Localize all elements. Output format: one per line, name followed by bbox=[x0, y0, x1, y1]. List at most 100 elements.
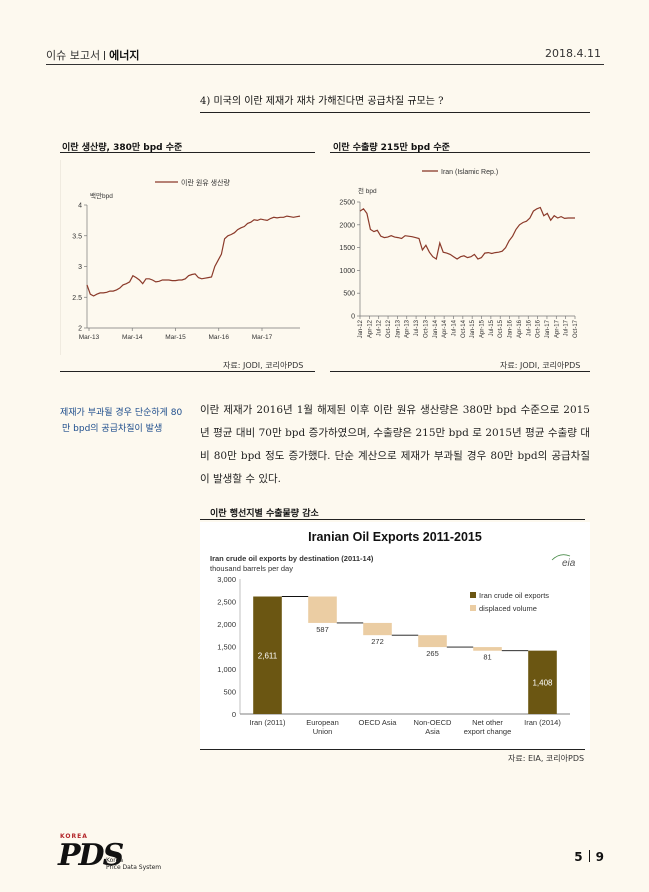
waterfall-category-label: Net other bbox=[472, 718, 503, 727]
waterfall-section-title: 이란 행선지별 수출물량 감소 bbox=[210, 509, 319, 519]
exports-y-tick-label: 500 bbox=[343, 291, 355, 298]
exports-x-tick-label: Jan-12 bbox=[358, 319, 364, 338]
production-chart-title: 이란 생산량, 380만 bpd 수준 bbox=[62, 143, 183, 153]
waterfall-chart: Iranian Oil Exports 2011-2015 Iran crude… bbox=[200, 522, 590, 750]
waterfall-bar-label: 265 bbox=[426, 649, 439, 658]
waterfall-legend-swatch-displaced bbox=[470, 605, 476, 611]
waterfall-category-label: export change bbox=[464, 727, 512, 736]
page-total: 9 bbox=[595, 850, 604, 864]
production-x-tick-label: Mar-14 bbox=[122, 334, 143, 341]
exports-x-tick-label: Jan-13 bbox=[395, 319, 401, 338]
exports-x-tick-label: Oct-15 bbox=[498, 319, 504, 338]
exports-chart-title: 이란 수출량 215만 bpd 수준 bbox=[333, 143, 450, 153]
waterfall-y-tick-label: 3,000 bbox=[217, 575, 236, 584]
sidebar-note-line: 제재가 부과될 경우 단순하게 80 bbox=[60, 408, 183, 418]
logo-korea-text: KOREA bbox=[60, 833, 88, 840]
eia-logo-mark bbox=[551, 554, 571, 561]
waterfall-chart-subtitle: Iran crude oil exports by destination (2… bbox=[210, 554, 374, 563]
report-date: 2018.4.11 bbox=[545, 47, 601, 60]
waterfall-category-label: Iran (2014) bbox=[524, 718, 561, 727]
production-x-tick-label: Mar-16 bbox=[208, 334, 229, 341]
waterfall-category-label: Non-OECD bbox=[414, 718, 453, 727]
waterfall-category-label: Iran (2011) bbox=[249, 718, 286, 727]
waterfall-chart-title: Iranian Oil Exports 2011-2015 bbox=[308, 530, 482, 544]
header-rule bbox=[46, 64, 604, 65]
waterfall-category-label: Union bbox=[313, 727, 333, 736]
exports-series-line bbox=[359, 206, 575, 260]
waterfall-legend-swatch-exports bbox=[470, 592, 476, 598]
production-line-chart: 이란 원유 생산량 백만bpd 2 2.5 3 3.5 4 Mar-13 Mar-14 Ma… bbox=[60, 160, 301, 355]
eia-logo: eia bbox=[562, 558, 576, 569]
exports-y-tick-label: 1500 bbox=[339, 245, 355, 252]
exports-chart-rule bbox=[330, 152, 590, 153]
exports-y-tick-label: 0 bbox=[351, 314, 355, 321]
waterfall-chart-source: 자료: EIA, 코리아PDS bbox=[508, 754, 585, 763]
waterfall-bar-label: 2,611 bbox=[258, 651, 278, 660]
exports-x-tick-label: Apr-12 bbox=[367, 319, 373, 338]
waterfall-bar-label: 272 bbox=[371, 637, 384, 646]
header-divider bbox=[104, 51, 106, 60]
production-series-line bbox=[86, 215, 301, 297]
production-x-tick-label: Mar-13 bbox=[79, 334, 100, 341]
waterfall-displaced-bar bbox=[473, 647, 502, 651]
exports-x-tick-label: Oct-12 bbox=[386, 319, 392, 338]
waterfall-displaced-bar bbox=[418, 635, 447, 648]
exports-x-tick-label: Jul-15 bbox=[489, 319, 495, 336]
waterfall-y-tick-label: 2,500 bbox=[217, 598, 236, 607]
logo-tagline-line: Price Data System bbox=[106, 864, 162, 871]
exports-x-tick-label: Jan-15 bbox=[470, 319, 476, 338]
production-y-tick-label: 2 bbox=[78, 326, 82, 333]
exports-x-tick-label: Jul-17 bbox=[564, 319, 570, 336]
production-x-tick-label: Mar-17 bbox=[252, 334, 273, 341]
report-section: 이슈 보고서 bbox=[46, 49, 101, 62]
exports-x-tick-label: Jan-16 bbox=[508, 319, 514, 338]
sidebar-note-line: 만 bpd의 공급차질이 발생 bbox=[62, 424, 163, 434]
exports-y-axis-unit: 천 bpd bbox=[358, 186, 377, 195]
waterfall-export-bar bbox=[528, 650, 557, 714]
waterfall-chart-unit: thousand barrels per day bbox=[210, 564, 293, 573]
body-paragraph: 이란 제재가 2016년 1월 해제된 이후 이란 원유 생산량은 380만 b… bbox=[200, 404, 590, 485]
exports-y-tick-label: 2500 bbox=[339, 200, 355, 207]
exports-legend-label: Iran (Islamic Rep.) bbox=[441, 169, 498, 176]
question-rule bbox=[200, 112, 590, 113]
waterfall-bar-label: 587 bbox=[316, 625, 329, 634]
production-y-axis-unit: 백만bpd bbox=[90, 191, 113, 200]
logo-tagline: Korea Price Data System bbox=[106, 857, 161, 871]
exports-y-tick-label: 1000 bbox=[339, 268, 355, 275]
report-header: 이슈 보고서 에너지 bbox=[46, 47, 139, 63]
page-divider bbox=[588, 850, 590, 862]
report-topic: 에너지 bbox=[109, 49, 140, 62]
page-current: 5 bbox=[574, 850, 583, 864]
production-chart-rule bbox=[60, 152, 315, 153]
exports-x-tick-label: Apr-13 bbox=[405, 319, 411, 338]
exports-x-tick-label: Oct-17 bbox=[573, 319, 579, 338]
waterfall-bar-label: 1,408 bbox=[532, 678, 553, 687]
exports-x-tick-label: Oct-13 bbox=[423, 319, 429, 338]
waterfall-category-label: OECD Asia bbox=[359, 718, 398, 727]
exports-line-chart: Iran (Islamic Rep.) 천 bpd 0 500 1000 1500 20… bbox=[339, 169, 579, 338]
sidebar-note: 제재가 부과될 경우 단순하게 80 만 bpd의 공급차질이 발생 bbox=[60, 405, 185, 437]
waterfall-y-tick-label: 2,000 bbox=[217, 620, 236, 629]
question-title: 4) 미국의 이란 제재가 재차 가해진다면 공급차질 규모는 ? bbox=[200, 96, 444, 107]
logo-tagline-line: Korea bbox=[106, 857, 124, 864]
exports-x-tick-label: Oct-14 bbox=[461, 319, 467, 338]
waterfall-displaced-bar bbox=[363, 622, 392, 636]
exports-x-tick-label: Jul-14 bbox=[451, 319, 457, 336]
waterfall-category-label: Asia bbox=[425, 727, 440, 736]
production-y-tick-label: 3.5 bbox=[72, 233, 82, 240]
waterfall-y-tick-label: 500 bbox=[223, 688, 236, 697]
exports-x-tick-label: Apr-15 bbox=[480, 319, 486, 338]
waterfall-bar-label: 81 bbox=[483, 653, 491, 662]
waterfall-title-rule bbox=[200, 519, 585, 520]
production-source-rule bbox=[60, 371, 315, 372]
production-x-tick-label: Mar-15 bbox=[165, 334, 186, 341]
exports-x-tick-label: Jul-16 bbox=[526, 319, 532, 336]
production-y-tick-label: 3 bbox=[78, 264, 82, 271]
waterfall-y-tick-label: 0 bbox=[232, 710, 236, 719]
waterfall-export-bar bbox=[253, 596, 282, 714]
production-y-tick-label: 4 bbox=[78, 203, 82, 210]
exports-x-tick-label: Apr-16 bbox=[517, 319, 523, 338]
korea-pds-logo: KOREA PDS Korea Price Data System bbox=[58, 833, 168, 878]
exports-x-tick-label: Jul-13 bbox=[414, 319, 420, 336]
